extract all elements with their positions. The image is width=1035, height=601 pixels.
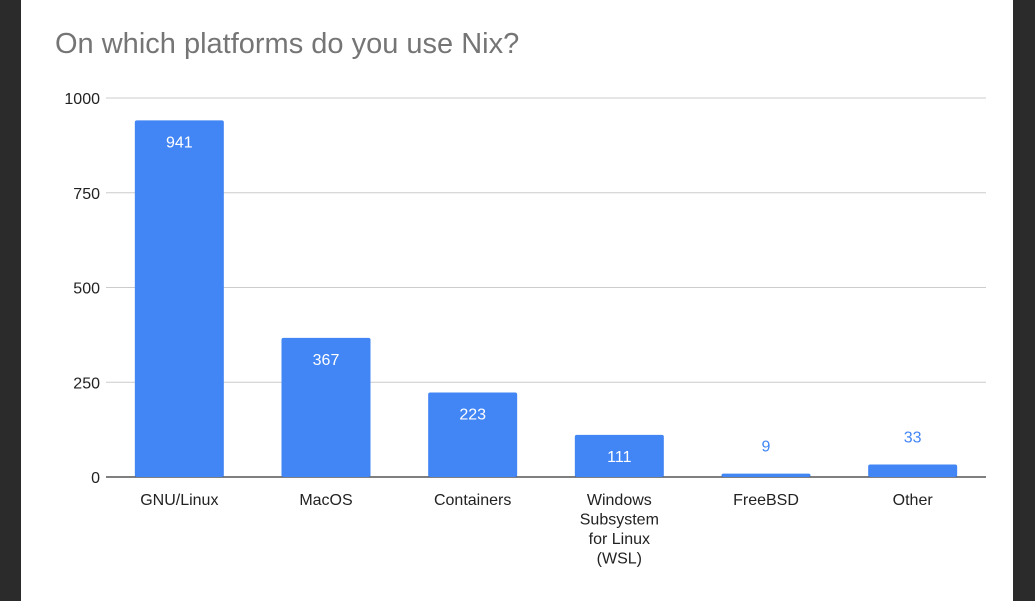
chart-card: On which platforms do you use Nix? 0 250 5… bbox=[21, 0, 1013, 601]
y-tick-label: 1000 bbox=[64, 91, 100, 108]
data-labels: 941 367 223 111 9 33 bbox=[166, 134, 922, 466]
data-label: 9 bbox=[762, 439, 771, 456]
bars bbox=[134, 120, 958, 478]
bar bbox=[281, 337, 371, 477]
data-label: 941 bbox=[166, 134, 193, 151]
x-axis-labels: GNU/Linux MacOS Containers Windows Subsystem… bbox=[140, 492, 933, 568]
x-tick-label: Windows Subsystem for Linux (WSL) bbox=[580, 492, 659, 568]
bar bbox=[721, 473, 811, 477]
bar bbox=[134, 120, 224, 478]
data-label: 111 bbox=[607, 449, 631, 466]
data-label: 367 bbox=[313, 352, 340, 369]
data-label: 33 bbox=[904, 429, 922, 446]
bar bbox=[868, 464, 958, 477]
bar bbox=[574, 434, 664, 477]
x-tick-label: Containers bbox=[434, 492, 511, 509]
data-label: 223 bbox=[459, 406, 486, 423]
y-tick-label: 500 bbox=[73, 281, 100, 298]
y-tick-label: 750 bbox=[73, 186, 100, 203]
x-tick-label: GNU/Linux bbox=[140, 492, 218, 509]
gridlines bbox=[106, 97, 986, 478]
bar-chart: 0 250 500 750 1000 941 367 223 111 9 33 GNU/Linux… bbox=[64, 91, 986, 568]
chart-title: On which platforms do you use Nix? bbox=[55, 28, 520, 60]
y-tick-label: 250 bbox=[73, 375, 100, 392]
x-tick-label: MacOS bbox=[299, 492, 352, 509]
bar bbox=[428, 392, 518, 477]
x-tick-label: FreeBSD bbox=[733, 492, 799, 509]
y-tick-label: 0 bbox=[91, 470, 100, 487]
x-tick-label: Other bbox=[893, 492, 934, 509]
y-axis-ticks: 0 250 500 750 1000 bbox=[64, 91, 100, 487]
